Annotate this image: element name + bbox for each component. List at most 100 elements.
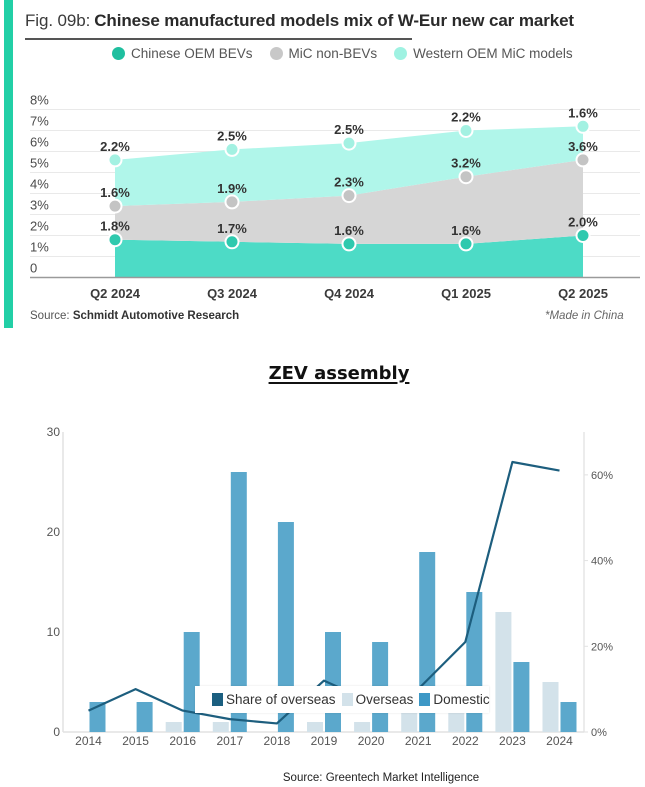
y-tick-label: 4%	[30, 177, 49, 192]
title-underline	[25, 38, 412, 40]
accent-bar	[4, 0, 13, 328]
figure-title: Chinese manufactured models mix of W-Eur…	[94, 11, 574, 30]
marker-chinese-oem-bevs	[224, 234, 240, 250]
data-label-mic-non-bevs: 3.2%	[451, 156, 481, 171]
data-label-mic-non-bevs: 2.3%	[334, 175, 364, 190]
data-label-mic-non-bevs: 1.6%	[100, 185, 130, 200]
x-tick-label: Q3 2024	[207, 286, 258, 301]
legend-label: Overseas	[355, 692, 414, 707]
marker-mic-non-bevs	[224, 194, 240, 210]
bar-domestic	[513, 662, 530, 732]
y-tick-label: 2%	[30, 219, 49, 234]
legend-swatch-icon	[212, 693, 223, 706]
marker-mic-non-bevs	[458, 169, 474, 185]
data-label-western-oem-mic-models: 2.2%	[451, 110, 481, 125]
marker-western-oem-mic-models	[341, 135, 357, 151]
data-label-western-oem-mic-models: 2.2%	[100, 139, 130, 154]
marker-chinese-oem-bevs	[458, 236, 474, 252]
bar-domestic	[136, 702, 153, 732]
legend-dot-icon	[112, 46, 125, 60]
legend-dot-icon	[394, 46, 408, 60]
marker-western-oem-mic-models	[107, 152, 123, 168]
data-label-chinese-oem-bevs: 2.0%	[568, 215, 598, 230]
marker-mic-non-bevs	[575, 152, 591, 168]
left-y-tick-label: 20	[47, 525, 61, 539]
legend-label: Western OEM MiC models	[413, 45, 573, 61]
legend-label: Domestic	[433, 692, 490, 707]
legend-item-mic-non-bevs: MiC non-BEVs	[269, 45, 378, 61]
x-tick-label: 2023	[499, 734, 526, 748]
data-label-mic-non-bevs: 3.6%	[568, 139, 598, 154]
right-y-tick-label: 60%	[591, 470, 613, 482]
top-chart-title: Fig. 09b: Chinese manufactured models mix…	[25, 11, 574, 31]
legend-swatch-icon	[341, 693, 353, 706]
bar-overseas	[354, 722, 371, 732]
left-y-tick-label: 0	[53, 725, 60, 739]
legend-item-domestic: Domestic	[419, 692, 490, 707]
data-label-western-oem-mic-models: 2.5%	[334, 122, 364, 137]
legend-swatch-icon	[419, 693, 431, 706]
x-tick-label: 2020	[358, 734, 385, 748]
top-legend: Chinese OEM BEVs MiC non-BEVs Western OE…	[112, 45, 573, 61]
x-tick-label: Q2 2025	[558, 286, 608, 301]
x-tick-label: 2019	[311, 734, 338, 748]
marker-western-oem-mic-models	[224, 141, 240, 157]
data-label-chinese-oem-bevs: 1.8%	[100, 219, 130, 234]
bar-overseas	[212, 722, 229, 732]
x-tick-label: 2016	[169, 734, 196, 748]
marker-western-oem-mic-models	[575, 118, 591, 134]
footnote: *Made in China	[545, 310, 624, 322]
data-label-western-oem-mic-models: 1.6%	[568, 105, 598, 120]
bar-overseas	[542, 682, 559, 732]
marker-chinese-oem-bevs	[107, 232, 123, 248]
legend-item-share-of-overseas: Share of overseas	[212, 692, 336, 707]
marker-chinese-oem-bevs	[341, 236, 357, 252]
left-y-tick-label: 30	[47, 425, 61, 439]
x-tick-label: 2014	[75, 734, 102, 748]
data-label-chinese-oem-bevs: 1.6%	[451, 223, 481, 238]
y-tick-label: 6%	[30, 135, 49, 150]
bar-overseas	[307, 722, 323, 732]
bar-domestic	[560, 702, 577, 732]
zev-chart-title: ZEV assembly	[268, 363, 410, 384]
data-label-mic-non-bevs: 1.9%	[217, 181, 247, 196]
right-y-tick-label: 0%	[591, 727, 607, 739]
line-share-of-overseas	[88, 460, 560, 725]
legend-item-overseas: Overseas	[341, 692, 414, 707]
legend-item-western-oem-mic-models: Western OEM MiC models	[394, 46, 573, 61]
y-tick-label: 5%	[30, 156, 49, 171]
bottom-source: Source: Greentech Market Intelligence	[282, 772, 480, 784]
top-source: Source: Schmidt Automotive Research	[30, 310, 239, 322]
legend-dot-icon	[269, 46, 283, 60]
x-tick-label: 2021	[405, 734, 432, 748]
marker-western-oem-mic-models	[458, 123, 474, 138]
y-tick-label: 3%	[30, 198, 49, 213]
bar-overseas	[165, 722, 182, 732]
y-tick-label: 1%	[30, 240, 49, 255]
bar-domestic	[183, 632, 200, 732]
left-y-tick-label: 10	[47, 625, 61, 639]
data-label-chinese-oem-bevs: 1.7%	[217, 221, 247, 236]
x-tick-label: 2022	[452, 734, 479, 748]
source-name: Schmidt Automotive Research	[72, 310, 240, 322]
bar-overseas	[495, 612, 512, 732]
x-tick-label: 2017	[216, 734, 243, 748]
legend-label: MiC non-BEVs	[288, 45, 378, 61]
data-label-western-oem-mic-models: 2.5%	[217, 128, 247, 143]
marker-chinese-oem-bevs	[575, 228, 591, 243]
y-tick-label: 7%	[30, 114, 49, 129]
x-tick-label: 2015	[122, 734, 149, 748]
x-tick-label: 2024	[546, 734, 573, 748]
right-y-tick-label: 40%	[591, 556, 613, 568]
data-label-chinese-oem-bevs: 1.6%	[334, 223, 364, 238]
marker-mic-non-bevs	[107, 198, 123, 214]
x-tick-label: Q2 2024	[90, 286, 141, 301]
y-tick-label: 8%	[30, 93, 49, 108]
right-y-tick-label: 20%	[591, 641, 613, 653]
markers: 1.8% 1.7% 1.6% 1.6% 2.0% 1.6% 1.9% 2.3% 3.2% 3.6%…	[100, 105, 598, 252]
x-tick-label: Q4 2024	[324, 286, 375, 301]
y-tick-label: 0	[30, 261, 37, 276]
bar-overseas	[401, 712, 418, 732]
bar-domestic	[277, 522, 294, 732]
